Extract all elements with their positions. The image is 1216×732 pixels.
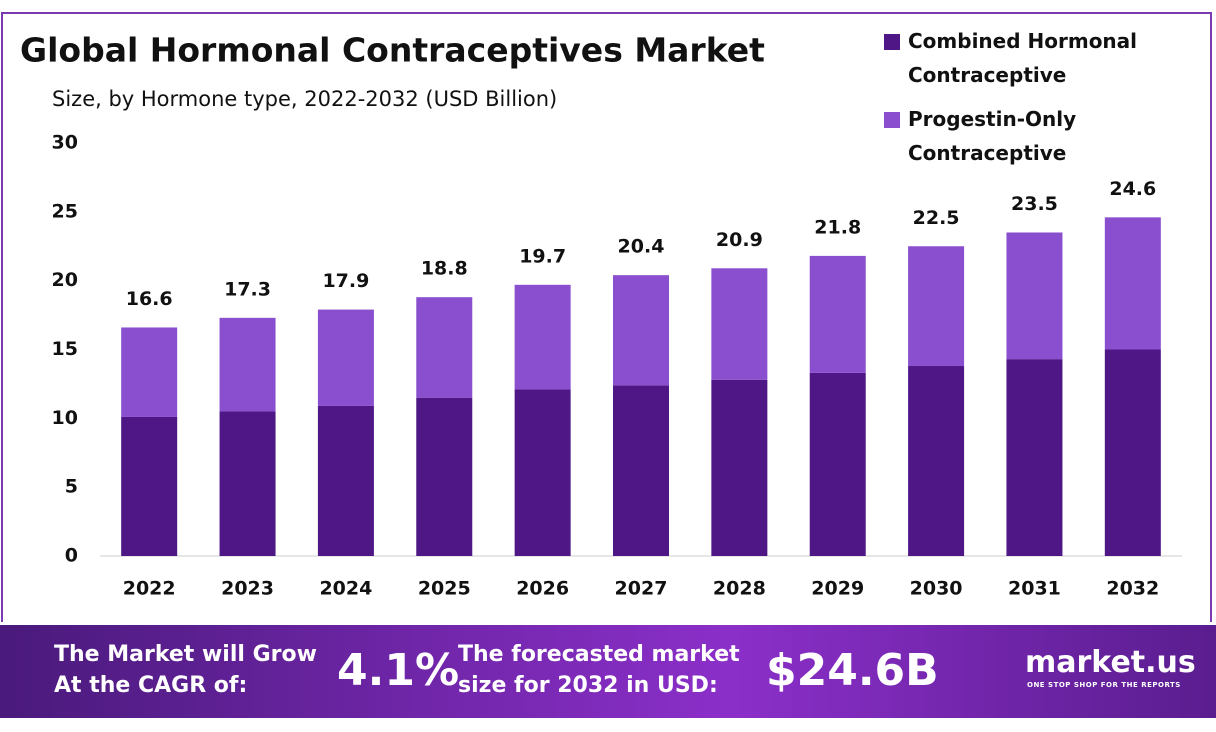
x-tick-label: 2026 bbox=[516, 578, 569, 600]
bar-segment bbox=[219, 317, 276, 412]
bar-segment bbox=[613, 385, 669, 556]
bar-segment bbox=[121, 416, 178, 556]
x-tick-label: 2032 bbox=[1106, 578, 1159, 600]
total-label: 20.9 bbox=[716, 229, 763, 251]
tagline: ONE STOP SHOP FOR THE REPORTS bbox=[1027, 681, 1181, 689]
total-label: 20.4 bbox=[618, 236, 665, 258]
chart-frame bbox=[1, 12, 1212, 622]
cagr-text: The Market will Grow At the CAGR of: bbox=[54, 642, 317, 698]
x-tick-label: 2025 bbox=[418, 578, 471, 600]
legend-label: Combined Hormonal Contraceptive bbox=[908, 29, 1138, 87]
bar-segment bbox=[613, 275, 669, 386]
total-label: 16.6 bbox=[126, 288, 173, 310]
x-tick-label: 2024 bbox=[319, 578, 372, 600]
chart-subtitle: Size, by Hormone type, 2022-2032 (USD Bi… bbox=[52, 87, 557, 111]
y-tick-label: 15 bbox=[52, 338, 78, 360]
total-label: 19.7 bbox=[519, 245, 566, 267]
y-tick-label: 0 bbox=[65, 545, 78, 567]
x-tick-label: 2022 bbox=[123, 578, 176, 600]
bar-segment bbox=[908, 246, 965, 367]
forecast-text: The forecasted market size for 2032 in U… bbox=[458, 642, 740, 698]
y-tick-label: 10 bbox=[52, 407, 78, 429]
bar-segment bbox=[317, 309, 374, 406]
bar-segment bbox=[219, 411, 276, 556]
x-tick-label: 2027 bbox=[615, 578, 668, 600]
legend-item: Combined Hormonal Contraceptive bbox=[884, 24, 1174, 92]
bar-segment bbox=[1104, 217, 1161, 350]
y-tick-label: 5 bbox=[65, 476, 78, 498]
bar-segment bbox=[514, 284, 571, 390]
bar-segment bbox=[1104, 349, 1161, 556]
bar-segment bbox=[1006, 232, 1063, 360]
bar-segment bbox=[809, 372, 866, 556]
bar-segment bbox=[711, 268, 768, 380]
legend-swatch bbox=[884, 112, 900, 128]
bar-segment bbox=[1006, 359, 1063, 556]
y-tick-label: 30 bbox=[52, 132, 78, 154]
legend-swatch bbox=[884, 34, 900, 50]
forecast-value: $24.6B bbox=[766, 645, 939, 696]
x-tick-label: 2030 bbox=[910, 578, 963, 600]
total-label: 21.8 bbox=[814, 216, 861, 238]
total-label: 17.3 bbox=[224, 278, 271, 300]
x-tick-label: 2023 bbox=[221, 578, 274, 600]
total-label: 22.5 bbox=[913, 207, 960, 229]
legend-item: Progestin-Only Contraceptive bbox=[884, 102, 1174, 170]
x-tick-label: 2031 bbox=[1008, 578, 1061, 600]
bar-segment bbox=[416, 297, 473, 398]
bar-segment bbox=[908, 366, 965, 556]
bar-segment bbox=[121, 327, 178, 417]
y-tick-label: 25 bbox=[52, 200, 78, 222]
cagr-value: 4.1% bbox=[337, 645, 460, 696]
total-label: 24.6 bbox=[1109, 178, 1156, 200]
chart-title: Global Hormonal Contraceptives Market bbox=[20, 31, 765, 70]
footer-banner: The Market will Grow At the CAGR of: 4.1… bbox=[0, 625, 1216, 718]
bar-segment bbox=[711, 379, 768, 556]
brand: market.us bbox=[1025, 645, 1196, 680]
bar-segment bbox=[317, 405, 374, 556]
total-label: 23.5 bbox=[1011, 193, 1058, 215]
legend-label: Progestin-Only Contraceptive bbox=[908, 107, 1077, 165]
total-label: 18.8 bbox=[421, 258, 468, 280]
chart: Global Hormonal Contraceptives Market Si… bbox=[20, 31, 1182, 600]
x-tick-label: 2028 bbox=[713, 578, 766, 600]
y-tick-label: 20 bbox=[52, 269, 78, 291]
total-label: 17.9 bbox=[322, 270, 369, 292]
bar-segment bbox=[416, 397, 473, 556]
x-tick-label: 2029 bbox=[811, 578, 864, 600]
bar-segment bbox=[809, 255, 866, 373]
bar-segment bbox=[514, 389, 571, 556]
